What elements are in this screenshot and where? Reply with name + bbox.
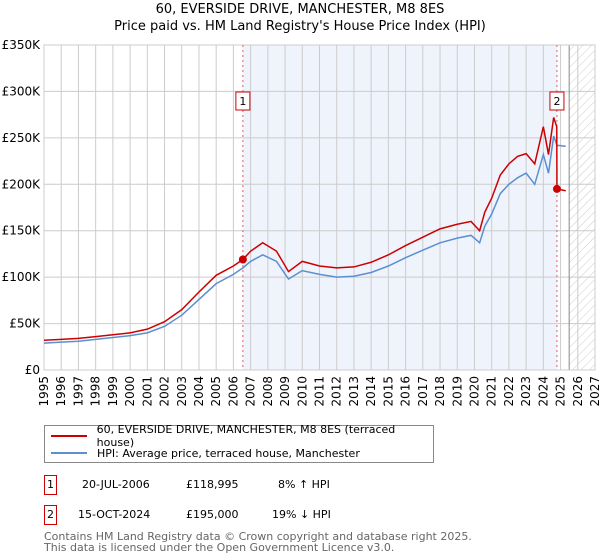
sale-price: £195,000	[186, 508, 239, 521]
x-tick-label: 1998	[89, 376, 103, 407]
x-tick-label: 2025	[554, 376, 568, 407]
legend: 60, EVERSIDE DRIVE, MANCHESTER, M8 8ES (…	[44, 423, 434, 463]
y-tick-label: £200K	[2, 177, 42, 191]
sale-date: 15-OCT-2024	[78, 508, 151, 521]
x-tick-label: 2017	[416, 376, 430, 407]
x-tick-label: 2019	[450, 376, 464, 407]
x-tick-label: 2021	[485, 376, 499, 407]
x-tick-label: 2022	[502, 376, 516, 407]
y-tick-label: £350K	[2, 38, 42, 52]
legend-swatch-blue	[51, 452, 87, 454]
sale-point	[552, 184, 561, 193]
x-tick-label: 2026	[571, 376, 585, 407]
x-tick-label: 2010	[295, 376, 309, 407]
footer: Contains HM Land Registry data © Crown c…	[44, 531, 472, 553]
x-tick-label: 2005	[209, 376, 223, 407]
sale-label-box	[549, 91, 565, 111]
sale-point	[238, 255, 247, 264]
chart-title: 60, EVERSIDE DRIVE, MANCHESTER, M8 8ES	[155, 2, 445, 17]
x-tick-label: 2007	[244, 376, 258, 407]
sale-marker-badge: 1	[44, 475, 57, 495]
x-tick-label: 1996	[54, 376, 68, 407]
x-tick-label: 2000	[123, 376, 137, 407]
sale-date: 20-JUL-2006	[82, 478, 150, 491]
x-tick-label: 1997	[71, 376, 85, 407]
forecast-hatch	[569, 45, 595, 370]
y-tick-label: £0	[25, 363, 40, 377]
sale-label: 1	[239, 95, 246, 108]
chart-subtitle: Price paid vs. HM Land Registry's House …	[114, 19, 486, 34]
footer-line: This data is licensed under the Open Gov…	[44, 541, 395, 554]
x-tick-label: 2009	[278, 376, 292, 407]
x-tick-label: 2011	[313, 376, 327, 407]
legend-item-property: 60, EVERSIDE DRIVE, MANCHESTER, M8 8ES (…	[51, 423, 433, 449]
x-tick-label: 2024	[536, 376, 550, 407]
legend-label: HPI: Average price, terraced house, Manc…	[97, 446, 360, 460]
y-tick-label: £250K	[2, 131, 42, 145]
legend-label: 60, EVERSIDE DRIVE, MANCHESTER, M8 8ES (…	[96, 423, 396, 449]
y-tick-label: £50K	[9, 317, 41, 331]
x-tick-label: 2013	[347, 376, 361, 407]
y-tick-label: £150K	[2, 224, 42, 238]
x-tick-label: 2003	[175, 376, 189, 407]
hpi-line	[43, 135, 566, 344]
legend-item-hpi: HPI: Average price, terraced house, Manc…	[51, 445, 360, 461]
y-tick-label: £300K	[2, 84, 42, 98]
footer-line: Contains HM Land Registry data © Crown c…	[44, 530, 472, 543]
x-tick-label: 2014	[364, 376, 378, 407]
x-tick-label: 2018	[433, 376, 447, 407]
plot-border	[43, 44, 596, 371]
sale-marker-badge: 2	[44, 505, 57, 525]
x-tick-label: 2006	[226, 376, 240, 407]
x-tick-label: 2023	[519, 376, 533, 407]
sale-price: £118,995	[186, 478, 239, 491]
x-tick-label: 2016	[399, 376, 413, 407]
x-tick-label: 1995	[37, 376, 51, 407]
sale-hpi-delta: 8% ↑ HPI	[278, 478, 330, 491]
y-tick-label: £100K	[2, 270, 42, 284]
sale-label-box	[235, 91, 251, 111]
property-price-line	[43, 117, 566, 342]
legend-swatch-red	[51, 435, 87, 437]
x-tick-label: 2027	[588, 376, 600, 407]
price-chart: £0 £50K £100K £150K £200K £250K £300K £350K 1995…	[2, 38, 600, 407]
x-tick-label: 2001	[140, 376, 154, 407]
x-tick-label: 2008	[261, 376, 275, 407]
x-tick-label: 2012	[330, 376, 344, 407]
x-tick-label: 2002	[158, 376, 172, 407]
x-tick-label: 2004	[192, 376, 206, 407]
x-tick-label: 1999	[106, 376, 120, 407]
x-tick-label: 2015	[381, 376, 395, 407]
x-tick-label: 2020	[467, 376, 481, 407]
sale-label: 2	[553, 95, 560, 108]
sale-hpi-delta: 19% ↓ HPI	[272, 508, 331, 521]
ownership-shading	[242, 45, 557, 370]
